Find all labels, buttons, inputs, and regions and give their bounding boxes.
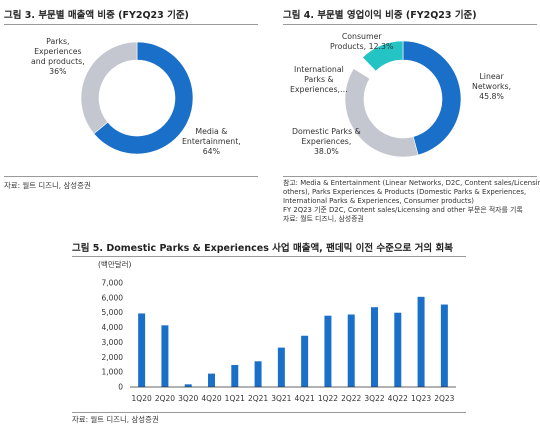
figure3-label-media-line1: Media & — [195, 127, 228, 136]
figure5-x-tick-label: 4Q20 — [201, 394, 221, 403]
figure3-label-media: Media & Entertainment, 64% — [182, 127, 241, 157]
figure4-donut-chart — [344, 40, 462, 158]
figure3-label-parks-line4: 36% — [49, 67, 67, 77]
figure5-y-axis-label: (백만달러) — [98, 259, 132, 269]
figure5-title: 그림 5. Domestic Parks & Experiences 사업 매출… — [72, 243, 453, 254]
figure5-y-tick-label: 3,000 — [102, 338, 124, 347]
figure5-y-tick-label: 5,000 — [102, 308, 124, 317]
figure4-label-international-line1: International — [294, 65, 344, 74]
figure4-label-linear-line3: 45.8% — [479, 92, 504, 102]
figure5-bar-2Q20 — [161, 325, 169, 387]
figure4-label-linear-line1: Linear — [479, 72, 504, 81]
figure4-label-consumer: Consumer Products, 12.3% — [330, 32, 393, 52]
figure4-title: 그림 4. 부문별 영업이익 비중 (FY2Q23 기준) — [283, 10, 477, 21]
figure5-x-tick-label: 1Q22 — [318, 394, 338, 403]
figure3-label-media-line2: Entertainment, — [182, 137, 241, 147]
figure3-label-media-line3: 64% — [202, 147, 221, 157]
figure3-bottom-divider — [4, 176, 258, 177]
figure4-label-consumer-line1: Consumer — [341, 32, 382, 41]
figure4-label-domestic-line1: Domestic Parks & — [292, 127, 361, 136]
figure4-label-international-line3: Experiences,… — [290, 85, 348, 95]
figure4-note-line1: 참고: Media & Entertainment (Linear Networ… — [283, 179, 540, 187]
figure3-label-parks-line1: Parks, — [46, 37, 70, 46]
figure5-y-tick-label: 7,000 — [102, 279, 124, 288]
figure5-x-tick-label: 2Q21 — [248, 394, 268, 403]
figure4-label-consumer-line2: Products, 12.3% — [330, 42, 394, 52]
figure5-x-tick-label: 1Q21 — [225, 394, 245, 403]
figure5-bar-chart: (백만달러) 0 1,000 2,000 3,000 4,000 5,000 6,000 7,… — [98, 259, 456, 403]
figure4-note-line5: 자료: 월트 디즈니, 삼성증권 — [283, 215, 364, 224]
figure4-slice-linear-networks — [402, 40, 462, 156]
figure5-y-tick-label: 0 — [118, 383, 123, 392]
figure3-source: 자료: 월트 디즈니, 삼성증권 — [4, 181, 91, 190]
figure5-bar-3Q21 — [277, 347, 285, 387]
figure5-x-tick-label: 3Q22 — [364, 394, 384, 403]
figure5-source: 자료: 월트 디즈니, 삼성증권 — [72, 415, 159, 424]
figure5-x-tick-label: 2Q22 — [341, 394, 361, 403]
figure5-bar-4Q20 — [208, 373, 215, 387]
figure5-y-tick-label: 6,000 — [102, 293, 124, 302]
figure4-label-domestic: Domestic Parks & Experiences, 38.0% — [292, 127, 361, 157]
figure5-bar-3Q20 — [184, 384, 192, 387]
figure3-label-parks-line2: Experiences — [34, 47, 82, 57]
figure4-label-international-line2: Parks & — [304, 75, 334, 85]
figure5-bar-4Q22 — [394, 312, 402, 387]
figure4-slice-consumer-products — [362, 40, 404, 72]
figure3-slice-parks-experiences-and-products — [80, 41, 138, 135]
figure5-bar-1Q20 — [138, 313, 146, 387]
figure5-bar-2Q21 — [254, 361, 262, 387]
figure4-notes: 참고: Media & Entertainment (Linear Networ… — [283, 179, 540, 225]
figure5-x-tick-label: 2Q23 — [434, 394, 454, 403]
figure5-x-tick-label: 1Q20 — [132, 394, 152, 403]
figure3-label-parks-line3: and products, — [31, 57, 85, 67]
figure5-y-tick-label: 4,000 — [102, 323, 124, 332]
figure4-note-line3: International Parks & Experiences, Consu… — [283, 197, 474, 206]
figure4-label-linear-line2: Networks, — [472, 82, 512, 92]
figure5-divider — [72, 256, 466, 257]
figure4-bottom-divider — [283, 176, 537, 177]
figure5-x-tick-label: 4Q22 — [388, 394, 408, 403]
figure3-slice-media-entertainment — [93, 41, 194, 155]
figure4-label-domestic-line3: 38.0% — [313, 147, 339, 157]
figure3-donut-chart — [80, 41, 194, 155]
figure5-bar-1Q22 — [324, 315, 332, 387]
figure5-bar-3Q22 — [371, 307, 378, 387]
figure5-bar-1Q23 — [417, 296, 425, 387]
figure5-bottom-divider — [72, 412, 466, 413]
figure4-note-line4: FY 2Q23 기준 D2C, Content sales/Licensing … — [283, 206, 523, 215]
figure4-label-domestic-line2: Experiences, — [301, 137, 352, 147]
figure5-x-tick-label: 4Q21 — [295, 394, 315, 403]
figure5-x-tick-label: 3Q21 — [271, 394, 291, 403]
figure4-label-international: International Parks & Experiences,… — [290, 65, 348, 95]
figure5-y-tick-label: 2,000 — [102, 353, 124, 362]
figure3-title: 그림 3. 부문별 매출액 비중 (FY2Q23 기준) — [4, 10, 189, 21]
figure5-x-tick-label: 2Q20 — [155, 394, 175, 403]
figure5-bar-1Q21 — [231, 365, 239, 387]
figure5-bar-2Q23 — [440, 304, 448, 387]
figure5-x-tick-label: 1Q23 — [411, 394, 431, 403]
figure4-label-linear: Linear Networks, 45.8% — [472, 72, 511, 102]
figure5-bar-4Q21 — [301, 335, 309, 387]
figure4-divider — [283, 24, 537, 25]
figure3-divider — [4, 24, 258, 25]
figure5-y-tick-label: 1,000 — [102, 368, 124, 377]
figure5-bar-2Q22 — [347, 314, 355, 387]
figure5-x-tick-label: 3Q20 — [178, 394, 198, 403]
figure4-note-line2: others), Parks Experiences & Products (D… — [283, 188, 527, 197]
figure3-label-parks: Parks, Experiences and products, 36% — [31, 37, 85, 78]
